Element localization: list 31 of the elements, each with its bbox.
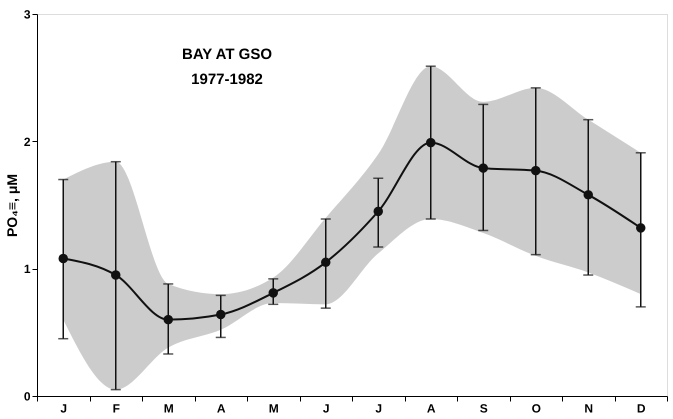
x-tick-label: J xyxy=(60,402,68,416)
x-tick-label: D xyxy=(636,402,646,416)
y-tick-label: 1 xyxy=(24,262,31,276)
x-tick-label: N xyxy=(584,402,594,416)
x-tick-label: J xyxy=(322,402,330,416)
point xyxy=(58,254,68,264)
point xyxy=(216,310,226,320)
point xyxy=(531,166,540,176)
annotation: 1977-1982 xyxy=(191,71,263,88)
point xyxy=(478,163,488,173)
x-tick-label: J xyxy=(375,402,382,416)
point xyxy=(636,223,646,233)
y-tick-label: 3 xyxy=(24,8,31,22)
y-axis-title: PO₄≡, μM xyxy=(4,174,20,238)
point xyxy=(164,314,173,324)
x-tick-label: A xyxy=(216,402,226,416)
annotation: BAY AT GSO xyxy=(182,46,272,63)
point xyxy=(584,190,593,200)
x-tick-label: M xyxy=(164,402,174,416)
x-tick-label: M xyxy=(268,402,279,416)
point xyxy=(374,206,383,216)
point xyxy=(426,138,436,148)
x-tick-label: A xyxy=(426,402,436,416)
x-tick-label: F xyxy=(112,402,120,416)
point xyxy=(268,288,278,298)
point xyxy=(321,258,330,268)
y-tick-label: 0 xyxy=(24,390,31,404)
point xyxy=(111,270,120,280)
x-tick-label: O xyxy=(532,402,541,416)
y-tick-label: 2 xyxy=(24,134,31,149)
x-tick-label: S xyxy=(480,402,488,416)
